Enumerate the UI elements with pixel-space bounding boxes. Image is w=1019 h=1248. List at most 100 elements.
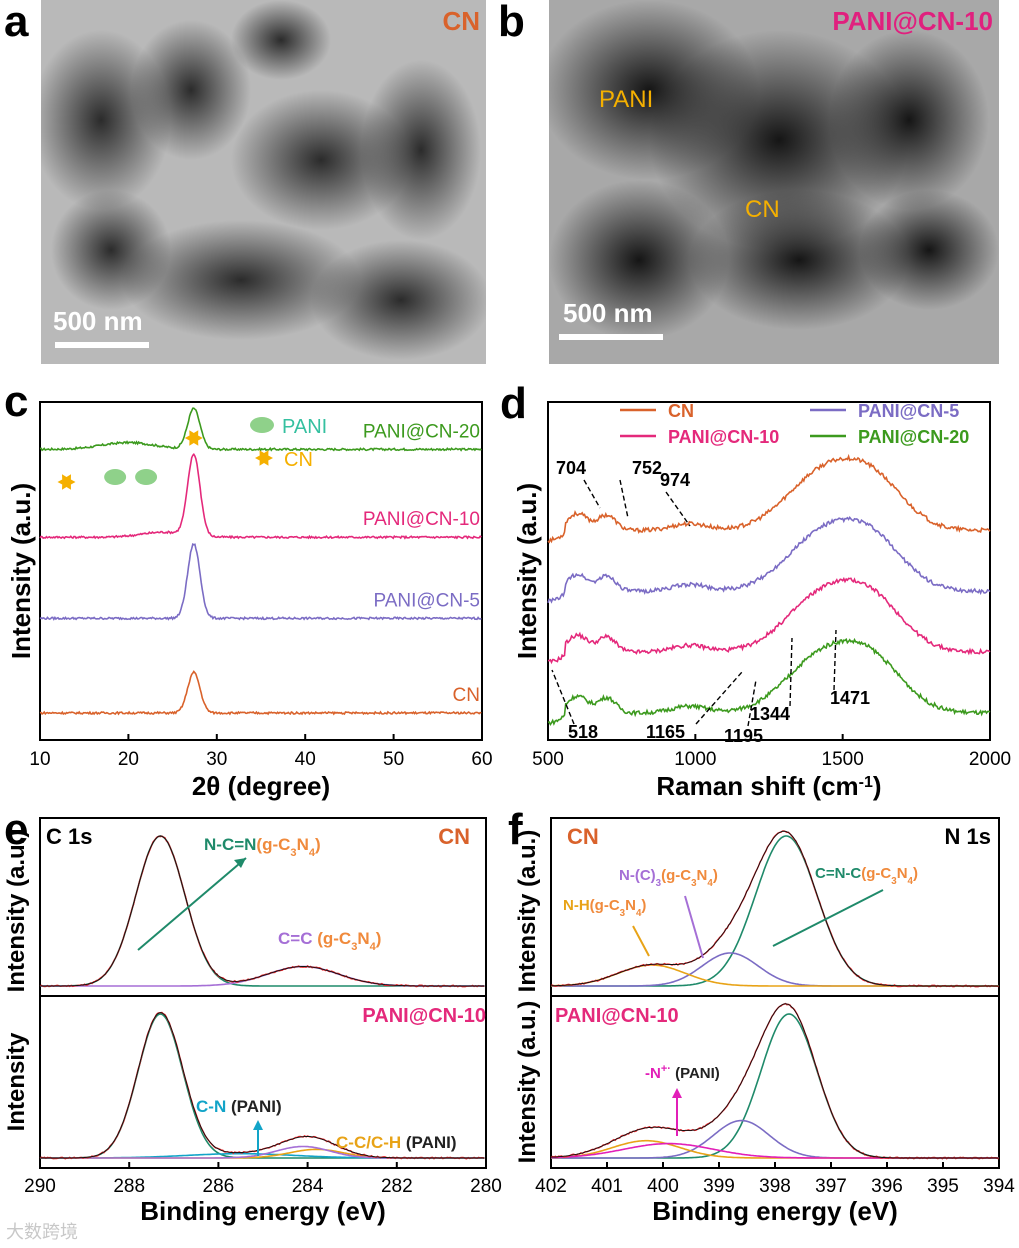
peak-arrow <box>583 479 601 509</box>
legend-label-cn: CN <box>668 401 694 421</box>
x-axis-label: 2θ (degree) <box>192 771 330 801</box>
fit-peak-n-c-3 <box>551 952 999 987</box>
arrowhead-n-plus <box>672 1088 682 1098</box>
arrow-n-h <box>632 925 650 957</box>
series-line-pani-cn-10 <box>39 453 482 540</box>
annotation-c-n-c: C=N-C(g-C3N4) <box>815 865 918 887</box>
legend-marker-pani <box>250 417 274 433</box>
legend-label-cn: CN <box>284 449 313 471</box>
x-tick-label: 30 <box>206 749 227 770</box>
x-tick-label: 20 <box>118 749 139 770</box>
raman-chart: 500 1000 1500 2000 Raman shift (cm-1) Intensi… <box>512 401 1011 801</box>
peak-arrow <box>695 671 743 725</box>
plot-frame <box>547 401 991 741</box>
x-axis-label: Binding energy (eV) <box>140 1196 386 1226</box>
tem-annotation-cn: CN <box>745 196 780 223</box>
scale-bar-label-b: 500 nm <box>563 298 653 328</box>
legend-label-pani-cn-20: PANI@CN-20 <box>858 427 969 447</box>
series-line-pani-cn-20 <box>547 637 991 726</box>
x-tick-label: 50 <box>383 749 404 770</box>
fit-envelope <box>550 1003 999 1159</box>
sample-label-top: CN <box>438 824 470 849</box>
xps-n1s-chart: 402 401 400 399 398 397 396 395 394 Binding energ… <box>514 817 1015 1226</box>
x-tick-label: 1500 <box>822 749 864 770</box>
x-tick-label: 396 <box>871 1176 903 1197</box>
fit-peak-n-h <box>550 964 999 987</box>
x-tick-label: 288 <box>113 1176 145 1197</box>
series-line-pani-cn-5 <box>39 543 482 621</box>
series-line-pani-cn-10 <box>547 576 991 665</box>
legend-label-pani-cn-5: PANI@CN-5 <box>858 401 959 421</box>
annotation-n-plus: -N+· (PANI) <box>645 1063 720 1082</box>
cn-peak-marker <box>184 430 203 446</box>
tem-annotation-pani: PANI <box>599 86 654 113</box>
x-tick-label: 290 <box>24 1176 56 1197</box>
y-axis-label-top: Intensity (a.u.) <box>3 830 30 993</box>
scale-bar-b <box>559 334 663 340</box>
peak-annotation-1344: 1344 <box>750 704 790 724</box>
pani-peak-marker <box>104 469 127 485</box>
y-axis-label-top: Intensity (a.u.) <box>514 830 541 993</box>
series-line-cn <box>547 453 991 544</box>
cn-peak-marker <box>57 474 76 490</box>
peak-arrow <box>665 491 691 527</box>
peak-annotation-974: 974 <box>660 470 690 490</box>
x-tick-label: 1000 <box>674 749 716 770</box>
series-label-pani-cn-10: PANI@CN-10 <box>363 509 480 530</box>
sample-label-bottom: PANI@CN-10 <box>555 1005 679 1027</box>
peak-arrow <box>551 669 575 725</box>
fit-envelope <box>40 1012 485 1159</box>
arrow-n-c-n <box>137 857 247 951</box>
x-tick-label: 2000 <box>969 749 1011 770</box>
x-tick-label: 40 <box>295 749 316 770</box>
x-tick-label: 398 <box>759 1176 791 1197</box>
xps-c1s-chart: 290 288 286 284 282 280 Binding energy (eV) Int… <box>3 817 502 1226</box>
legend-label-pani-cn-10: PANI@CN-10 <box>668 427 779 447</box>
y-axis-label-bottom: Intensity (a.u.) <box>514 1001 541 1164</box>
peak-annotation-518: 518 <box>568 722 598 742</box>
series-line-pani-cn-20 <box>39 407 482 452</box>
panel-letter-a: a <box>4 0 29 46</box>
x-tick-label: 282 <box>381 1176 413 1197</box>
legend-label-pani: PANI <box>282 416 327 438</box>
x-tick-label: 400 <box>647 1176 679 1197</box>
x-tick-label: 395 <box>927 1176 959 1197</box>
tem-texture-a <box>41 0 486 364</box>
x-tick-label: 402 <box>535 1176 567 1197</box>
watermark: 大数跨境 <box>6 1222 78 1242</box>
tem-image-cn: CN 500 nm <box>41 0 486 364</box>
panel-letter-b: b <box>498 0 525 46</box>
pani-peak-marker <box>135 469 158 485</box>
x-tick-label: 286 <box>203 1176 235 1197</box>
y-axis-label: Intensity (a.u.) <box>512 483 542 659</box>
raw-envelope <box>39 835 485 988</box>
x-tick-label: 10 <box>29 749 50 770</box>
annotation-c-c-h: C-C/C-H (PANI) <box>336 1133 457 1152</box>
panel-letter-f: f <box>508 805 523 854</box>
panel-letter-c: c <box>4 377 29 426</box>
y-axis-label: Intensity (a.u.) <box>6 483 36 659</box>
arrowhead-c-n <box>253 1120 263 1130</box>
fit-peak-c-n-c <box>551 1013 999 1159</box>
y-axis-label-bottom: Intensity <box>3 1032 30 1131</box>
scale-bar-label-a: 500 nm <box>53 306 143 336</box>
peak-annotation-704: 704 <box>556 458 586 478</box>
x-tick-label: 401 <box>591 1176 623 1197</box>
peak-arrow <box>833 629 837 691</box>
x-axis-label: Raman shift (cm-1) <box>656 771 881 801</box>
x-tick-label: 60 <box>471 749 492 770</box>
panel-letter-e: e <box>4 805 29 854</box>
peak-annotation-752: 752 <box>632 458 662 478</box>
tem-image-pani-cn-10: PANI@CN-10 PANI CN 500 nm <box>549 0 999 364</box>
fit-envelope <box>550 830 999 987</box>
fit-envelope <box>40 835 485 987</box>
peak-annotation-1471: 1471 <box>830 688 870 708</box>
annotation-c-c: C=C (g-C3N4) <box>278 929 381 953</box>
arrow-n-c3 <box>684 895 704 959</box>
legend-marker-cn <box>255 450 273 466</box>
series-label-cn: CN <box>453 685 480 706</box>
annotation-n-h: N-H(g-C3N4) <box>563 897 646 919</box>
element-label: N 1s <box>945 824 991 849</box>
annotation-n-c3: N-(C)3(g-C3N4) <box>619 867 718 889</box>
sample-label-bottom: PANI@CN-10 <box>362 1005 486 1027</box>
